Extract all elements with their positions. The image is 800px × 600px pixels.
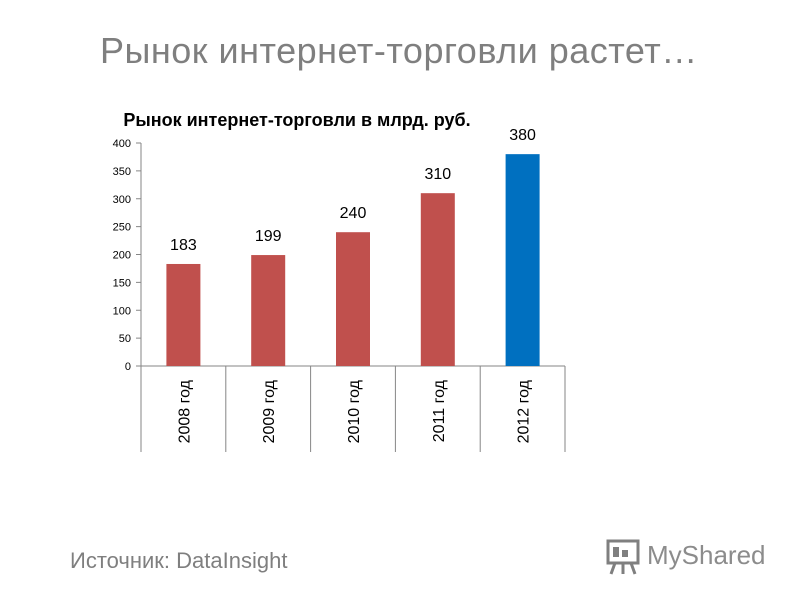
y-tick-label: 0 xyxy=(125,361,131,373)
y-tick-label: 150 xyxy=(113,277,131,289)
bar xyxy=(251,255,286,366)
bar-value-label: 310 xyxy=(424,166,451,183)
y-tick-label: 250 xyxy=(113,222,131,234)
x-category-label: 2008 год xyxy=(176,379,193,443)
y-tick-label: 300 xyxy=(113,194,131,206)
chart-title: Рынок интернет-торговли в млрд. руб. xyxy=(123,110,471,130)
y-tick-label: 100 xyxy=(113,305,131,317)
chart-bars xyxy=(166,154,540,366)
chart-labels: 0 50 100 150 200 250 300 350 400 183 2008 год 199 20… xyxy=(113,127,536,443)
x-category-label: 2011 год xyxy=(431,379,448,442)
x-category-label: 2009 год xyxy=(261,379,278,443)
x-category-label: 2010 год xyxy=(346,379,363,443)
logo-text: MyShared xyxy=(647,540,766,570)
bar xyxy=(420,193,455,366)
myshared-logo: MyShared xyxy=(605,538,770,578)
y-tick-label: 350 xyxy=(113,166,131,178)
y-tick-label: 200 xyxy=(113,250,131,262)
y-tick-label: 400 xyxy=(113,138,131,150)
bar-value-label: 240 xyxy=(340,205,367,222)
source-note: Источник: DataInsight xyxy=(70,548,288,573)
slide-title: Рынок интернет-торговли растет… xyxy=(100,30,698,71)
bar xyxy=(166,263,201,366)
bar-value-label: 199 xyxy=(255,228,282,245)
bar xyxy=(505,154,540,366)
y-tick-label: 50 xyxy=(119,333,131,345)
presentation-board-icon xyxy=(606,539,640,575)
bar-value-label: 380 xyxy=(509,127,536,144)
bar-value-label: 183 xyxy=(170,237,197,254)
x-category-label: 2012 год xyxy=(516,379,533,443)
bar xyxy=(336,232,370,366)
